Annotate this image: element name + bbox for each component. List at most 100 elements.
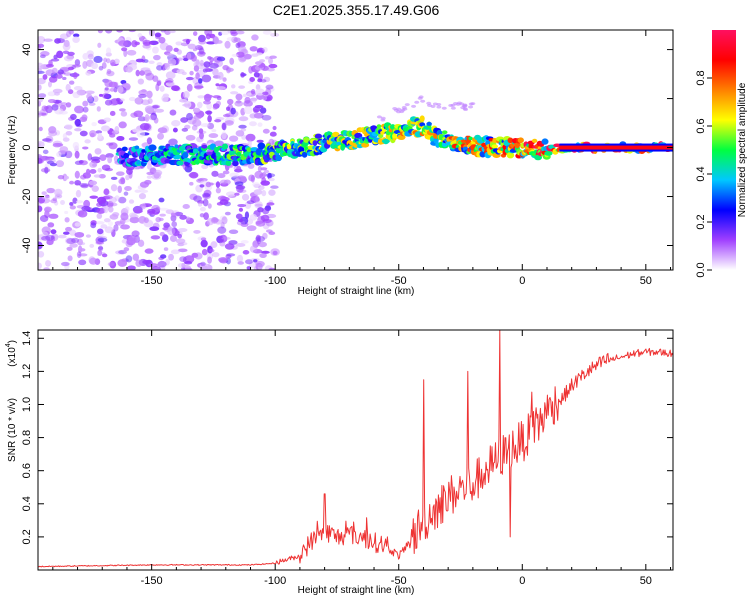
noise-blob — [193, 114, 202, 120]
noise-blob — [200, 261, 206, 267]
noise-blob — [69, 205, 76, 210]
noise-blob — [230, 91, 239, 95]
noise-blob — [79, 182, 89, 187]
noise-blob — [131, 40, 138, 48]
noise-blob — [89, 161, 98, 168]
noise-blob — [38, 101, 42, 107]
noise-blob — [224, 40, 231, 49]
noise-blob — [38, 93, 47, 99]
noise-blob — [262, 128, 270, 134]
snr-y-tick-label: 0.8 — [21, 430, 33, 445]
colorbar-tick-label: 0.8 — [695, 70, 707, 85]
noise-blob — [52, 197, 57, 202]
noise-blob — [82, 146, 89, 150]
snr-series-line — [38, 330, 673, 568]
colorbar-tick-label: 0.2 — [695, 214, 707, 229]
noise-blob — [215, 181, 221, 188]
noise-blob — [158, 207, 169, 211]
noise-blob — [222, 77, 227, 82]
noise-blob — [236, 165, 242, 173]
noise-blob — [109, 214, 119, 220]
noise-blob — [237, 203, 247, 208]
noise-blob — [160, 30, 166, 33]
noise-blob — [105, 58, 111, 64]
noise-blob — [199, 213, 205, 218]
snr-y-tick-label: 0.4 — [21, 496, 33, 511]
noise-blob — [64, 210, 69, 215]
ghost-blob — [404, 103, 410, 107]
noise-blob — [115, 171, 125, 176]
noise-blob — [150, 235, 161, 240]
noise-blob — [198, 202, 203, 207]
noise-blob — [251, 99, 257, 103]
noise-blob — [102, 93, 110, 99]
ghost-blob — [414, 100, 420, 104]
noise-blob — [93, 174, 101, 178]
noise-blob — [194, 82, 203, 90]
noise-blob — [66, 238, 76, 245]
noise-blob — [38, 126, 43, 132]
noise-blob — [179, 256, 187, 262]
noise-blob — [44, 207, 51, 213]
noise-blob — [254, 201, 263, 209]
noise-blob — [238, 207, 244, 212]
noise-blob — [62, 133, 68, 140]
noise-blob — [125, 174, 130, 181]
noise-blob — [95, 130, 103, 134]
noise-blob — [152, 75, 159, 82]
noise-blob — [157, 132, 165, 140]
noise-blob — [257, 207, 264, 213]
noise-blob — [260, 167, 268, 171]
noise-blob — [253, 112, 264, 119]
noise-blob — [134, 189, 141, 193]
noise-blob — [257, 165, 262, 172]
noise-blob — [104, 87, 109, 91]
noise-blob — [143, 59, 149, 63]
noise-blob — [38, 110, 42, 118]
noise-blob — [258, 241, 267, 248]
noise-blob — [48, 76, 58, 83]
noise-blob — [60, 102, 68, 106]
ridge-blob — [225, 160, 232, 166]
noise-blob — [73, 86, 83, 91]
noise-blob — [184, 164, 193, 173]
noise-blob — [235, 130, 245, 137]
noise-blob — [74, 150, 80, 159]
noise-blob — [260, 180, 271, 186]
noise-blob — [167, 58, 177, 67]
noise-blob — [83, 199, 91, 208]
noise-blob — [200, 239, 208, 248]
noise-blob — [226, 253, 236, 257]
snr-x-tick-label: -50 — [391, 575, 407, 587]
ridge-blob — [275, 154, 282, 162]
ridge-blob — [332, 131, 340, 138]
noise-blob — [101, 125, 110, 132]
noise-blob — [211, 252, 220, 258]
noise-blob — [71, 237, 80, 244]
noise-blob — [262, 91, 269, 96]
noise-blob — [133, 110, 144, 118]
ridge-blob — [257, 142, 266, 150]
noise-blob — [123, 247, 130, 252]
ghost-blob — [450, 106, 456, 110]
noise-blob — [56, 151, 62, 158]
noise-blob — [259, 107, 267, 114]
noise-blob — [96, 213, 103, 219]
noise-blob — [247, 163, 255, 169]
noise-blob — [69, 80, 75, 85]
noise-blob — [116, 30, 123, 33]
ridge-blob — [419, 115, 425, 123]
noise-blob — [55, 74, 63, 79]
noise-blob — [106, 47, 112, 55]
noise-blob — [62, 42, 71, 51]
noise-blob — [100, 224, 108, 229]
noise-blob — [114, 126, 120, 134]
noise-blob — [186, 112, 193, 121]
noise-blob — [235, 184, 246, 190]
ridge-blob — [514, 142, 520, 149]
noise-blob — [86, 168, 91, 175]
noise-blob — [107, 261, 115, 267]
noise-blob — [255, 220, 266, 227]
noise-blob — [179, 214, 187, 220]
